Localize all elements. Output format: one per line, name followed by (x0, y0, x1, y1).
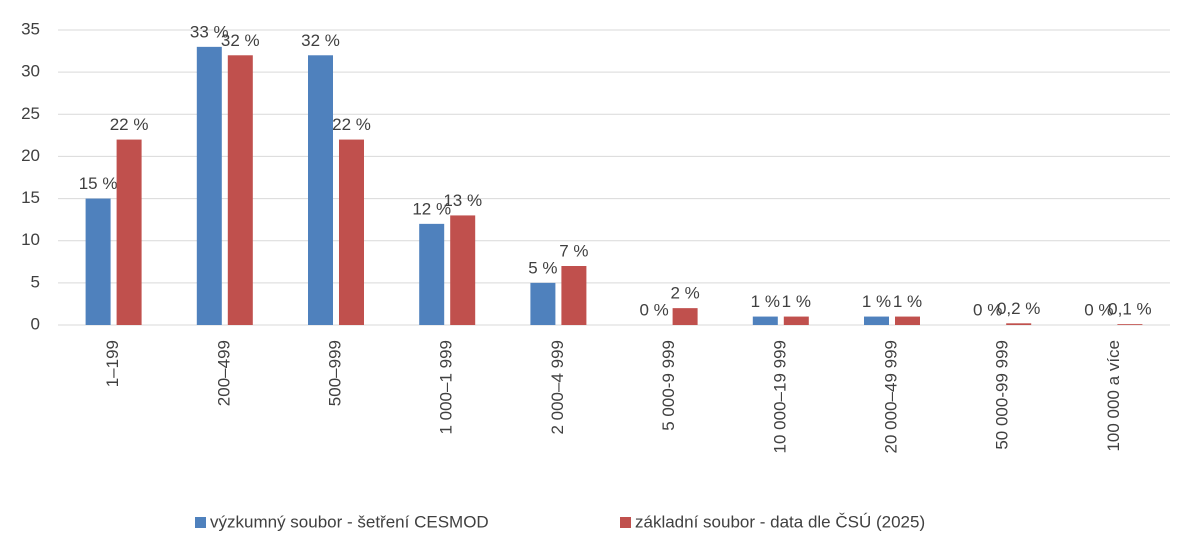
data-label: 0 % (1084, 300, 1113, 319)
bar (419, 223, 445, 325)
data-label: 0,2 % (997, 299, 1040, 318)
data-label: 7 % (559, 241, 588, 260)
x-tick-label: 1 000–1 999 (437, 340, 456, 435)
x-tick-label: 5 000-9 999 (659, 340, 678, 431)
bar (1117, 324, 1143, 325)
y-tick-label: 15 (21, 188, 40, 207)
data-label: 1 % (782, 292, 811, 311)
data-label: 1 % (751, 292, 780, 311)
data-label: 12 % (412, 199, 451, 218)
bar (783, 316, 809, 325)
data-label: 0,1 % (1108, 300, 1151, 319)
legend-swatch (620, 517, 631, 528)
y-tick-label: 20 (21, 146, 40, 165)
bar (530, 282, 556, 325)
bar (895, 316, 920, 325)
x-tick-label: 500–999 (325, 340, 344, 406)
bar (561, 266, 587, 325)
x-tick-label: 2 000–4 999 (548, 340, 567, 435)
bar (752, 316, 778, 325)
legend-label: základní soubor - data dle ČSÚ (2025) (635, 512, 925, 531)
y-tick-label: 10 (21, 230, 40, 249)
data-label: 33 % (190, 22, 229, 41)
data-label: 22 % (332, 115, 371, 134)
data-label: 1 % (862, 292, 891, 311)
x-tick-label: 1–199 (103, 340, 122, 387)
bar (196, 46, 222, 325)
legend-swatch (195, 517, 206, 528)
bar (227, 55, 253, 326)
data-label: 2 % (670, 284, 699, 303)
bar (450, 215, 476, 325)
data-label: 5 % (528, 258, 557, 277)
bar (339, 139, 364, 325)
x-tick-label: 10 000–19 999 (770, 340, 789, 453)
y-tick-label: 35 (21, 19, 40, 38)
data-label: 15 % (79, 174, 118, 193)
x-tick-label: 200–499 (214, 340, 233, 406)
x-tick-label: 20 000–49 999 (881, 340, 900, 453)
y-tick-label: 25 (21, 104, 40, 123)
data-label: 1 % (893, 292, 922, 311)
data-label: 22 % (110, 115, 149, 134)
x-tick-label: 100 000 a více (1104, 340, 1123, 452)
y-tick-label: 0 (31, 314, 40, 333)
bar (864, 316, 889, 325)
y-tick-label: 30 (21, 62, 40, 81)
data-label: 13 % (443, 191, 482, 210)
data-label: 32 % (221, 31, 260, 50)
bar (308, 55, 333, 326)
y-tick-label: 5 (31, 272, 40, 291)
bar (1006, 323, 1032, 325)
bar (116, 139, 142, 325)
x-tick-label: 50 000-99 999 (993, 340, 1012, 450)
data-label: 0 % (639, 300, 668, 319)
data-label: 32 % (301, 31, 340, 50)
bar (85, 198, 111, 325)
legend-label: výzkumný soubor - šetření CESMOD (210, 512, 489, 531)
data-label: 0 % (973, 300, 1002, 319)
bar (672, 308, 698, 325)
